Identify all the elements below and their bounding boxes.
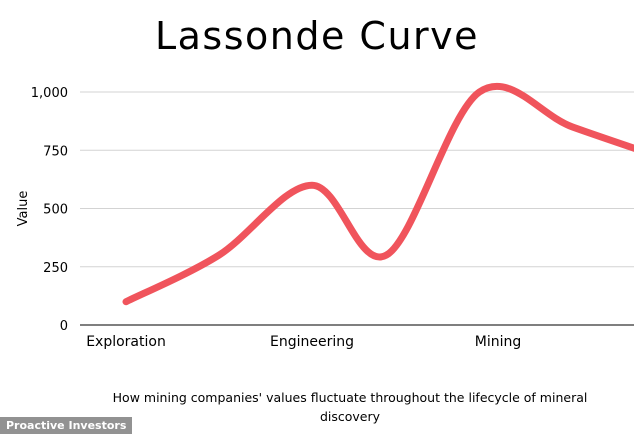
y-tick-label: 1,000 xyxy=(31,86,68,101)
y-axis-label: Value xyxy=(16,191,31,227)
series-line xyxy=(122,82,634,306)
x-tick-label: Mining xyxy=(475,334,522,350)
x-tick-label: Exploration xyxy=(86,334,166,350)
chart-title: Lassonde Curve xyxy=(154,14,480,58)
x-tick-label: Engineering xyxy=(270,334,354,350)
y-tick-label: 500 xyxy=(43,203,68,218)
y-tick-label: 250 xyxy=(43,261,68,276)
watermark: Proactive Investors xyxy=(0,417,133,434)
chart-caption: How mining companies' values fluctuate t… xyxy=(112,390,588,424)
y-tick-label: 0 xyxy=(60,319,68,334)
y-tick-label: 750 xyxy=(43,144,68,159)
